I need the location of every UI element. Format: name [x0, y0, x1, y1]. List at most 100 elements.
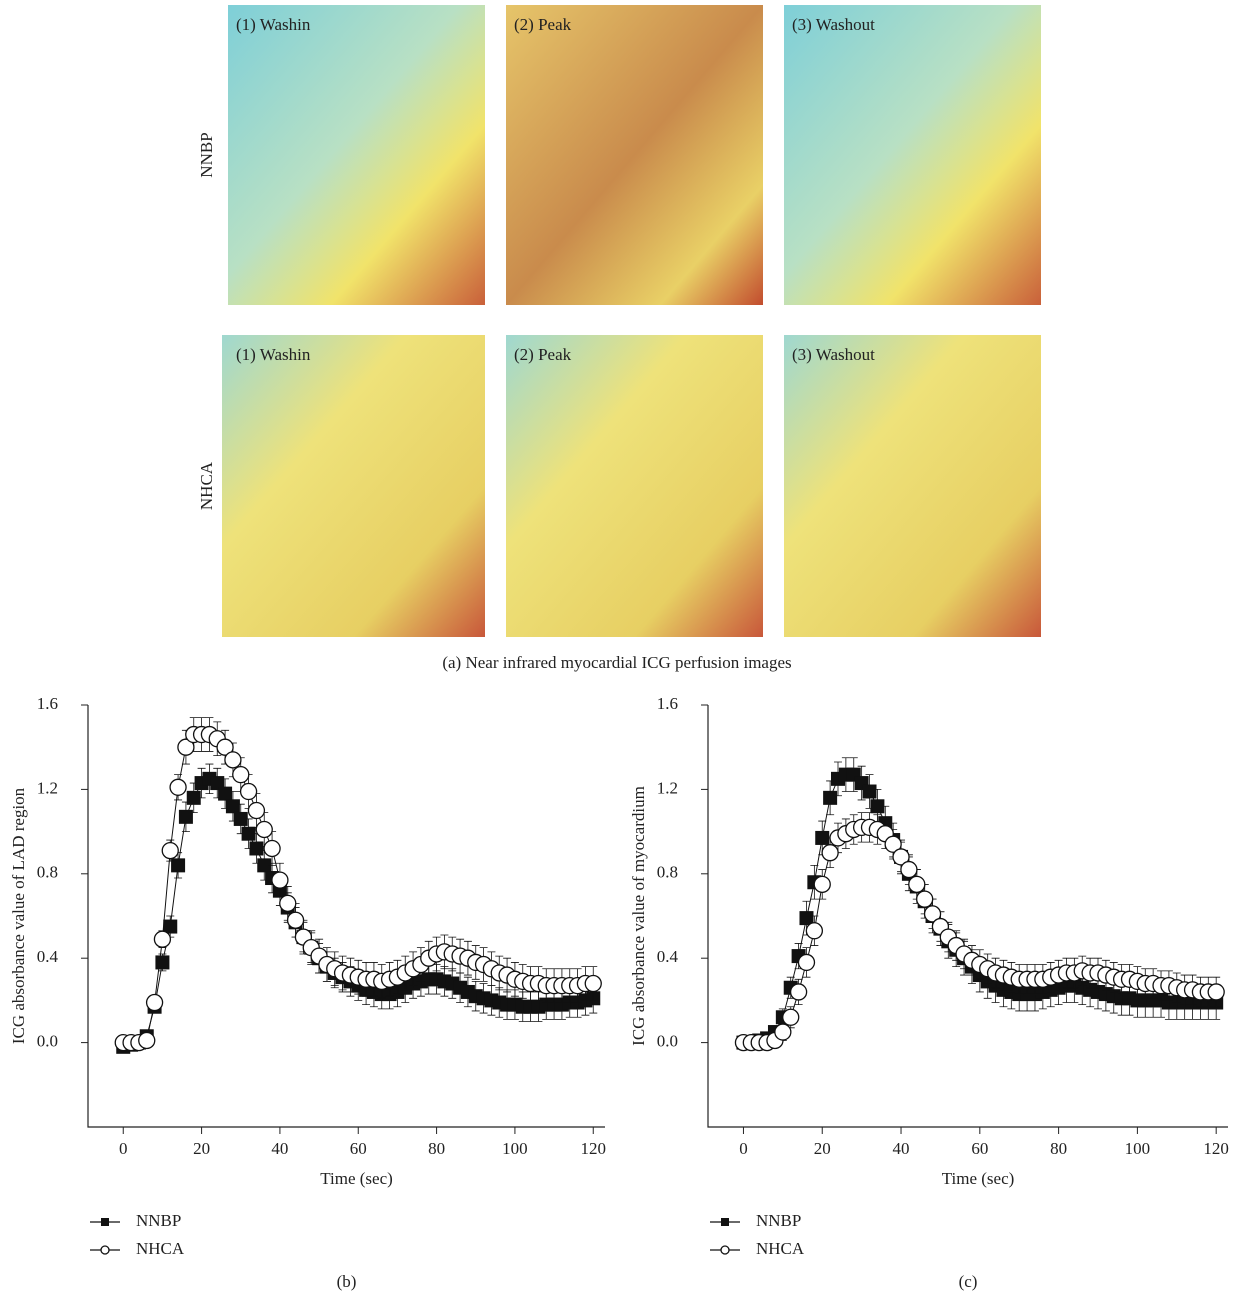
data-point — [163, 919, 178, 934]
data-point — [216, 738, 234, 756]
data-point — [908, 875, 926, 893]
legend-label: NNBP — [136, 1211, 181, 1230]
data-point — [255, 820, 273, 839]
data-point — [279, 894, 297, 912]
data-point — [249, 841, 264, 856]
x-tick-label: 120 — [1203, 1139, 1229, 1158]
legend-marker — [721, 1218, 729, 1226]
data-point — [178, 809, 193, 824]
x-tick-label: 20 — [193, 1139, 210, 1158]
image-panels — [222, 5, 1041, 637]
y-tick-label: 0.8 — [37, 863, 58, 882]
x-axis-label: Time (sec) — [942, 1169, 1015, 1188]
y-axis-label: ICG absorbance value of LAD region — [9, 787, 28, 1044]
data-point — [286, 911, 305, 929]
data-point — [161, 841, 179, 860]
y-tick-label: 0.0 — [37, 1032, 58, 1051]
frame-label: (1) Washin — [236, 15, 311, 34]
x-tick-label: 40 — [271, 1139, 288, 1158]
legend-label: NNBP — [756, 1211, 801, 1230]
perfusion-image — [506, 5, 763, 305]
panel-caption: (a) Near infrared myocardial ICG perfusi… — [442, 653, 791, 672]
axis-frame — [87, 705, 605, 1128]
data-point — [815, 830, 830, 845]
frame-label: (2) Peak — [514, 15, 572, 34]
data-point — [584, 974, 602, 993]
x-tick-label: 100 — [1125, 1139, 1151, 1158]
chart-caption: (c) — [959, 1272, 978, 1291]
row-label: NNBP — [197, 132, 216, 177]
data-point — [247, 801, 266, 820]
perfusion-image — [222, 335, 485, 637]
data-point — [186, 790, 201, 805]
data-point — [823, 790, 838, 805]
data-point — [916, 890, 934, 908]
perfusion-image — [784, 335, 1041, 637]
perfusion-image — [784, 5, 1041, 305]
data-point — [870, 799, 885, 814]
y-tick-label: 1.6 — [37, 694, 58, 713]
x-tick-label: 60 — [350, 1139, 367, 1158]
chart-caption: (b) — [337, 1272, 357, 1291]
x-tick-label: 80 — [428, 1139, 445, 1158]
data-point — [224, 751, 242, 769]
data-point — [210, 776, 225, 791]
data-point — [138, 1031, 156, 1050]
frame-label: (1) Washin — [236, 345, 311, 364]
x-tick-label: 20 — [814, 1139, 831, 1158]
legend-marker — [720, 1245, 730, 1255]
y-tick-label: 0.8 — [657, 863, 678, 882]
x-tick-label: 80 — [1050, 1139, 1067, 1158]
data-point — [799, 911, 814, 926]
x-axis-label: Time (sec) — [320, 1169, 393, 1188]
y-axis-label: ICG absorbance value of myocardium — [629, 786, 648, 1046]
data-point — [789, 983, 808, 1001]
data-point — [257, 858, 272, 873]
data-point — [805, 922, 824, 940]
perfusion-image — [506, 335, 763, 637]
data-point — [900, 860, 918, 879]
data-point — [177, 738, 195, 756]
data-point — [271, 871, 289, 889]
data-point — [263, 839, 281, 858]
data-point — [797, 953, 816, 972]
data-point — [782, 1008, 800, 1026]
data-point — [1207, 983, 1225, 1001]
x-tick-label: 40 — [893, 1139, 910, 1158]
y-tick-label: 0.4 — [37, 947, 59, 966]
data-point — [232, 765, 250, 784]
legend-marker — [101, 1218, 109, 1226]
x-tick-label: 0 — [739, 1139, 748, 1158]
data-point — [171, 858, 186, 873]
y-tick-label: 0.4 — [657, 947, 679, 966]
legend-label: NHCA — [136, 1239, 185, 1258]
row-label: NHCA — [197, 461, 216, 510]
frame-label: (2) Peak — [514, 345, 572, 364]
legend-marker — [100, 1245, 110, 1255]
data-point — [884, 835, 902, 853]
y-tick-label: 1.2 — [657, 778, 678, 797]
data-point — [239, 782, 258, 801]
data-point — [218, 786, 233, 801]
x-tick-label: 0 — [119, 1139, 128, 1158]
data-point — [923, 905, 942, 923]
frame-label: (3) Washout — [792, 15, 875, 34]
perfusion-image — [228, 5, 485, 305]
axis-frame — [707, 705, 1228, 1128]
data-point — [145, 993, 164, 1012]
data-point — [241, 826, 256, 841]
x-tick-label: 120 — [581, 1139, 607, 1158]
data-point — [892, 848, 910, 866]
data-point — [813, 875, 831, 893]
y-tick-label: 0.0 — [657, 1032, 678, 1051]
data-point — [155, 955, 170, 970]
data-point — [821, 844, 839, 862]
legend-label: NHCA — [756, 1239, 805, 1258]
data-point — [169, 778, 187, 796]
frame-label: (3) Washout — [792, 345, 875, 364]
data-point — [774, 1023, 792, 1041]
data-point — [233, 811, 248, 826]
x-tick-label: 100 — [502, 1139, 528, 1158]
